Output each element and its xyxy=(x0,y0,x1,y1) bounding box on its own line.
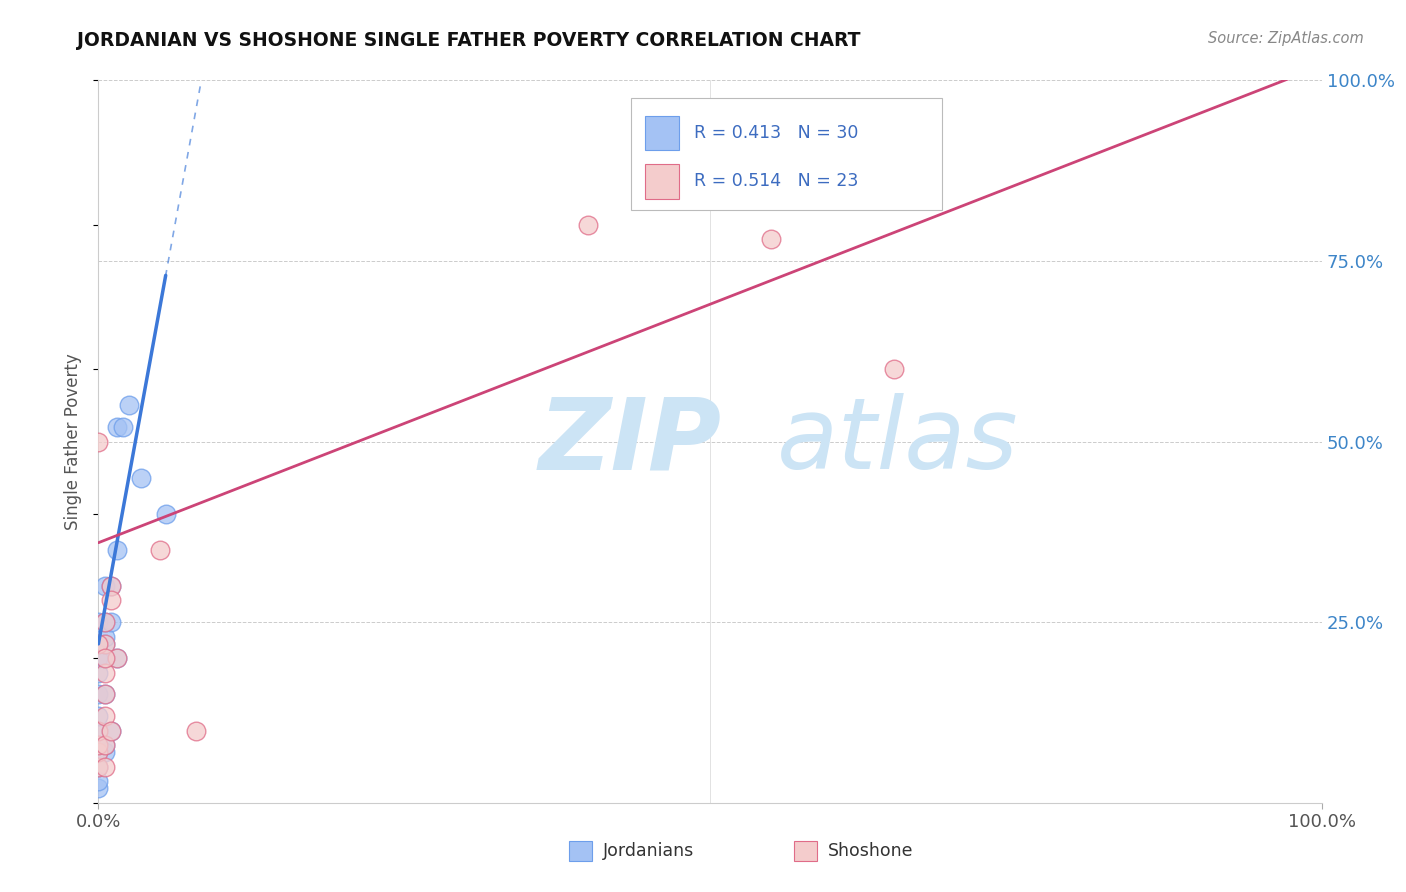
Bar xyxy=(645,164,679,199)
Point xyxy=(93,738,115,752)
Point xyxy=(93,651,115,665)
FancyBboxPatch shape xyxy=(630,98,942,211)
Point xyxy=(87,651,110,665)
Point xyxy=(87,434,110,449)
Point xyxy=(100,723,122,738)
Point xyxy=(87,760,110,774)
Point xyxy=(87,665,110,680)
Point xyxy=(87,781,110,796)
Point xyxy=(761,232,783,246)
Point xyxy=(87,709,110,723)
Point xyxy=(105,420,128,434)
Point xyxy=(100,579,122,593)
Point xyxy=(87,637,110,651)
Point xyxy=(87,687,110,701)
Point xyxy=(100,579,122,593)
Point xyxy=(93,630,115,644)
Point xyxy=(87,745,110,759)
Point xyxy=(105,651,128,665)
Point xyxy=(87,760,110,774)
Text: Source: ZipAtlas.com: Source: ZipAtlas.com xyxy=(1208,31,1364,46)
Text: ZIP: ZIP xyxy=(538,393,721,490)
Point xyxy=(93,651,115,665)
Point xyxy=(129,470,152,484)
Text: R = 0.514   N = 23: R = 0.514 N = 23 xyxy=(695,172,859,190)
Point xyxy=(93,709,115,723)
Point xyxy=(87,745,110,759)
Point xyxy=(883,362,905,376)
Text: R = 0.413   N = 30: R = 0.413 N = 30 xyxy=(695,124,859,142)
Point xyxy=(93,760,115,774)
Point xyxy=(100,723,122,738)
Y-axis label: Single Father Poverty: Single Father Poverty xyxy=(65,353,83,530)
Point xyxy=(93,687,115,701)
Point xyxy=(87,615,110,630)
Point xyxy=(93,738,115,752)
Point xyxy=(87,738,110,752)
Bar xyxy=(645,116,679,151)
Point xyxy=(87,723,110,738)
Point xyxy=(93,665,115,680)
Point xyxy=(87,723,110,738)
Point xyxy=(100,593,122,607)
Point xyxy=(87,774,110,789)
Point xyxy=(87,637,110,651)
Point xyxy=(105,651,128,665)
Point xyxy=(149,542,172,557)
Text: JORDANIAN VS SHOSHONE SINGLE FATHER POVERTY CORRELATION CHART: JORDANIAN VS SHOSHONE SINGLE FATHER POVE… xyxy=(77,31,860,50)
Point xyxy=(93,637,115,651)
Point xyxy=(93,615,115,630)
Point xyxy=(93,579,115,593)
Point xyxy=(100,615,122,630)
Point xyxy=(111,420,134,434)
Point xyxy=(93,637,115,651)
Text: Shoshone: Shoshone xyxy=(828,842,914,860)
Point xyxy=(105,542,128,557)
Point xyxy=(155,507,177,521)
Point xyxy=(186,723,208,738)
Point xyxy=(93,615,115,630)
Point xyxy=(87,738,110,752)
Point xyxy=(93,687,115,701)
Point xyxy=(93,745,115,759)
Text: Jordanians: Jordanians xyxy=(603,842,695,860)
Point xyxy=(576,218,599,232)
Text: atlas: atlas xyxy=(778,393,1019,490)
Point xyxy=(118,398,141,412)
